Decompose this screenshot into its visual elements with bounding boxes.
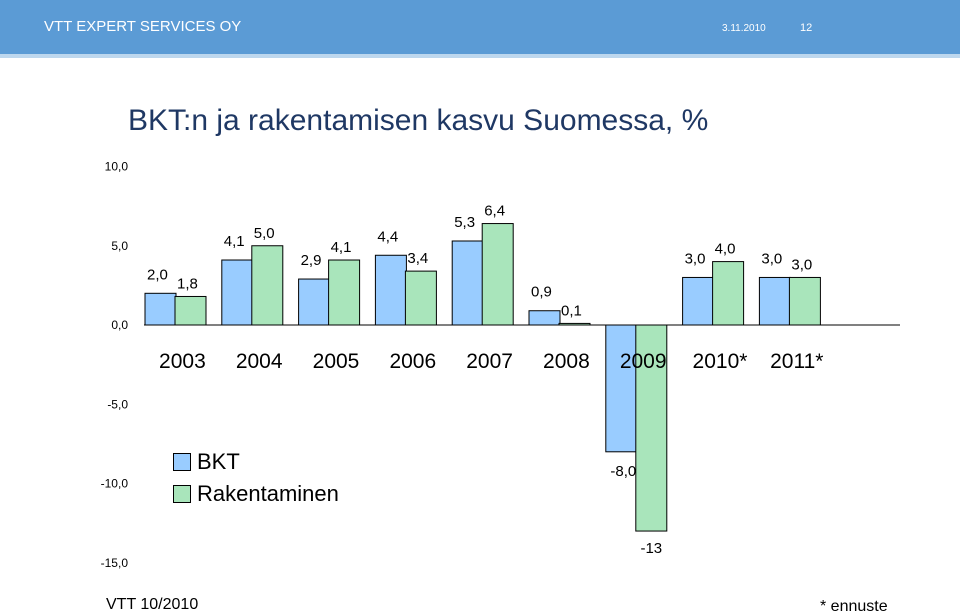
bar-rakentaminen-2011 — [788, 276, 821, 326]
data-label-rakentaminen-2007: 6,4 — [484, 203, 505, 220]
data-label-rakentaminen-2008: 0,1 — [561, 302, 582, 319]
y-tick-label: -10,0 — [101, 477, 129, 491]
footer-source: VTT 10/2010 — [106, 596, 199, 613]
category-label: 2010* — [693, 350, 748, 373]
category-label: 2005 — [313, 350, 360, 373]
data-label-rakentaminen-2010: 4,0 — [715, 241, 736, 258]
legend: BKT Rakentaminen — [173, 446, 339, 510]
bar-rakentaminen-2003 — [174, 295, 207, 326]
bar-rakentaminen-2009 — [635, 324, 668, 532]
data-label-bkt-2007: 5,3 — [454, 214, 475, 231]
data-label-rakentaminen-2004: 5,0 — [254, 225, 275, 242]
header-stripe — [0, 54, 960, 58]
y-tick-label: -5,0 — [107, 397, 128, 411]
category-label: 2009 — [620, 350, 667, 373]
footer-note: * ennuste — [820, 598, 888, 615]
header-bar: VTT EXPERT SERVICES OY 3.11.2010 12 — [0, 0, 960, 58]
slide-number: 12 — [800, 22, 813, 34]
bar-bkt-2005 — [298, 278, 331, 326]
y-tick-label: 5,0 — [111, 239, 128, 253]
data-label-bkt-2003: 2,0 — [147, 266, 168, 283]
data-label-bkt-2005: 2,9 — [301, 252, 322, 269]
company-name: VTT EXPERT SERVICES OY — [44, 18, 242, 35]
data-label-rakentaminen-2009: -13 — [640, 540, 662, 557]
legend-swatch-rakentaminen — [173, 485, 191, 503]
data-label-bkt-2006: 4,4 — [377, 228, 398, 245]
category-label: 2007 — [466, 350, 513, 373]
bar-bkt-2007 — [451, 240, 484, 326]
data-label-rakentaminen-2005: 4,1 — [331, 239, 352, 256]
bar-rakentaminen-2004 — [251, 245, 284, 326]
data-label-rakentaminen-2006: 3,4 — [407, 250, 428, 267]
data-label-rakentaminen-2011: 3,0 — [791, 256, 812, 273]
bar-bkt-2011 — [758, 276, 791, 326]
bar-rakentaminen-2005 — [328, 259, 361, 326]
slide-date: 3.11.2010 — [722, 23, 766, 34]
y-tick-label: 10,0 — [105, 160, 129, 174]
category-label: 2003 — [159, 350, 206, 373]
legend-label-bkt: BKT — [197, 449, 240, 474]
legend-swatch-bkt — [173, 453, 191, 471]
data-label-rakentaminen-2003: 1,8 — [177, 275, 198, 292]
chart-title: BKT:n ja rakentamisen kasvu Suomessa, % — [128, 104, 709, 137]
legend-label-rakentaminen: Rakentaminen — [197, 481, 339, 506]
bar-bkt-2010 — [682, 276, 715, 326]
bar-bkt-2009 — [605, 324, 638, 453]
y-tick-label: 0,0 — [111, 318, 128, 332]
category-label: 2011* — [770, 350, 823, 373]
bar-bkt-2006 — [374, 254, 407, 326]
legend-item-rakentaminen: Rakentaminen — [173, 478, 339, 510]
bar-bkt-2003 — [144, 292, 177, 326]
data-label-bkt-2004: 4,1 — [224, 233, 245, 250]
bar-rakentaminen-2006 — [404, 270, 437, 326]
legend-item-bkt: BKT — [173, 446, 339, 478]
bar-rakentaminen-2007 — [481, 223, 514, 326]
data-label-bkt-2008: 0,9 — [531, 284, 552, 301]
data-label-bkt-2009: -8,0 — [610, 463, 636, 480]
category-label: 2006 — [389, 350, 436, 373]
data-label-bkt-2011: 3,0 — [761, 250, 782, 267]
bar-rakentaminen-2010 — [712, 261, 745, 326]
y-tick-label: -15,0 — [101, 556, 129, 570]
data-label-bkt-2010: 3,0 — [685, 250, 706, 267]
category-label: 2008 — [543, 350, 590, 373]
bar-bkt-2008 — [528, 310, 561, 326]
category-label: 2004 — [236, 350, 283, 373]
bar-bkt-2004 — [221, 259, 254, 326]
